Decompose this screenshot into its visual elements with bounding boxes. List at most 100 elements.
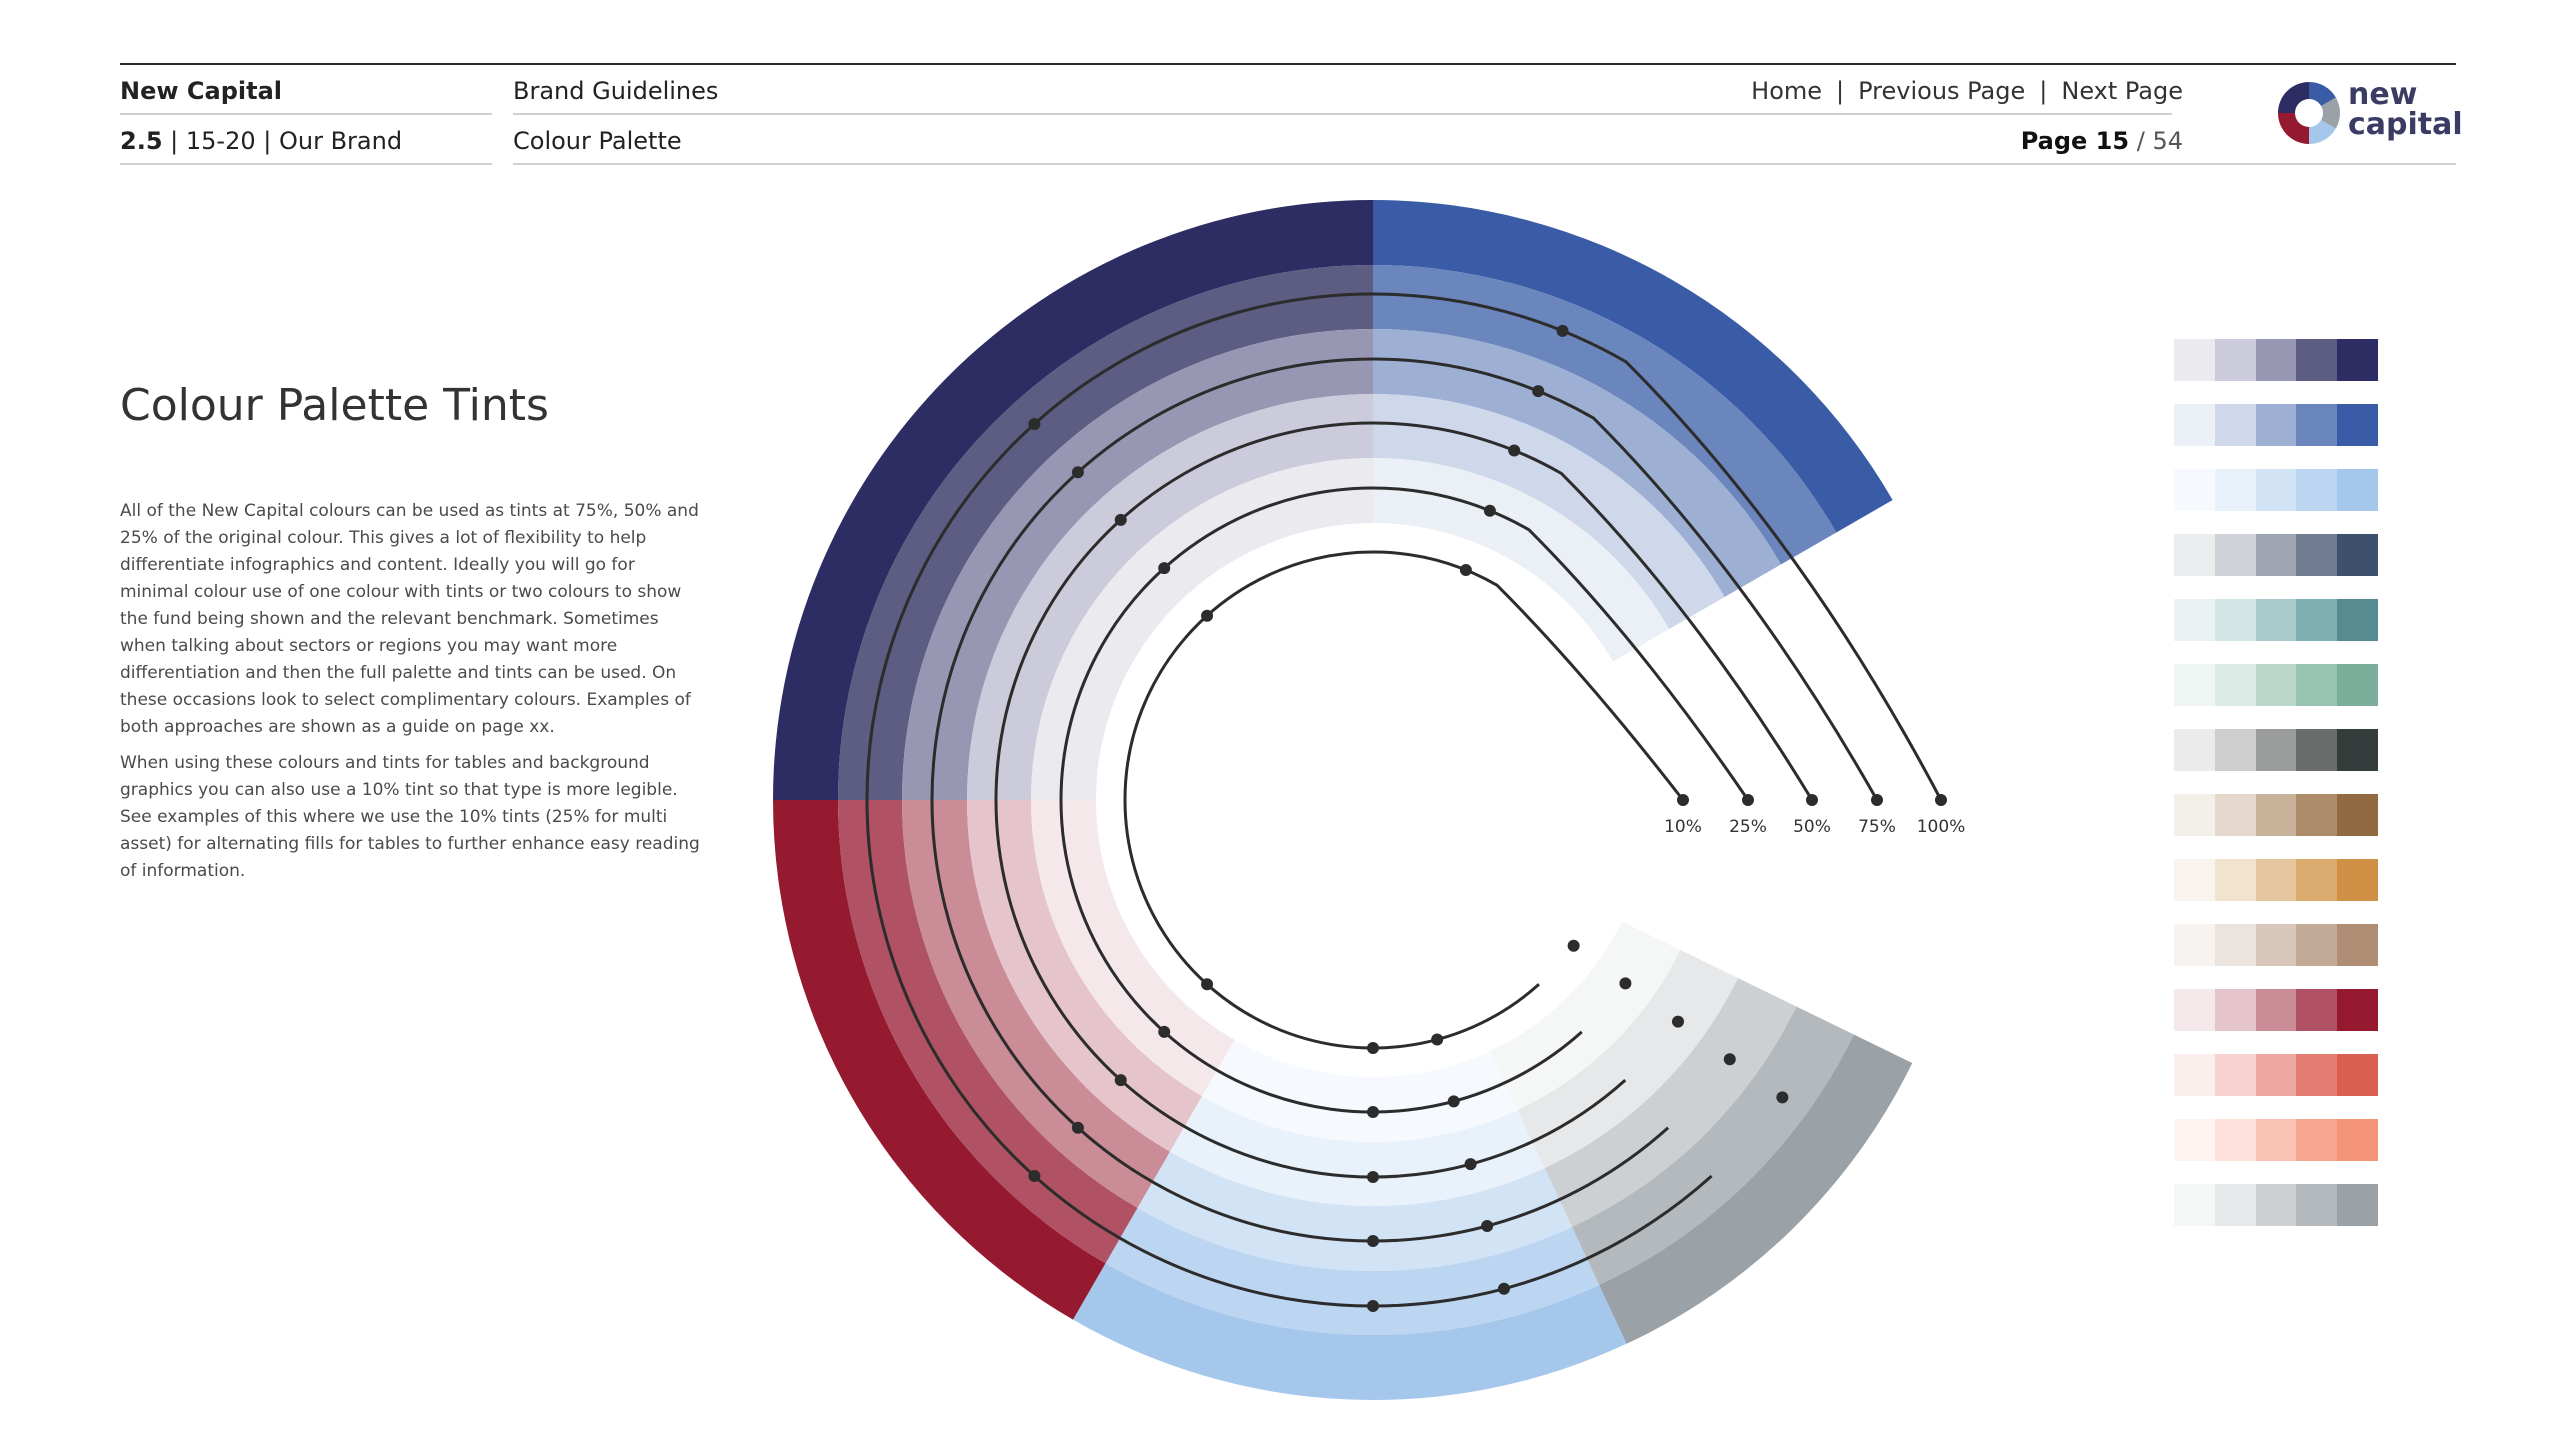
colour-swatch xyxy=(2337,794,2378,836)
colour-swatch xyxy=(2296,794,2338,836)
colour-swatch xyxy=(2174,1119,2215,1161)
swatch-row xyxy=(2174,1119,2378,1161)
page-title: Colour Palette Tints xyxy=(120,380,549,431)
previous-page-link[interactable]: Previous Page xyxy=(1858,77,2026,105)
tint-arc-dot xyxy=(1723,1053,1736,1066)
wheel-band-red-0 xyxy=(773,800,1106,1320)
colour-swatch xyxy=(2255,1054,2297,1096)
section-breadcrumb: 2.5 | 15-20 | Our Brand xyxy=(120,126,402,156)
tint-usage-paragraph: When using these colours and tints for t… xyxy=(120,753,700,881)
colour-swatch xyxy=(2214,1054,2256,1096)
wheel-rings xyxy=(773,200,1913,1400)
tint-arc-dot xyxy=(1367,1171,1379,1183)
colour-swatch xyxy=(2174,339,2215,381)
tint-arc-end-dot xyxy=(1806,794,1818,806)
colour-swatch xyxy=(2337,339,2378,381)
tint-label: 100% xyxy=(1917,817,1966,837)
swatch-row xyxy=(2174,664,2378,706)
brand-name: New Capital xyxy=(120,77,282,105)
colour-swatch xyxy=(2214,794,2256,836)
colour-swatch xyxy=(2255,404,2297,446)
tint-arc-dot xyxy=(1671,1015,1684,1028)
tint-arc-dot xyxy=(1071,1121,1084,1134)
colour-swatch xyxy=(2337,729,2378,771)
colour-swatch xyxy=(2255,989,2297,1031)
tint-arc-dot xyxy=(1028,1170,1041,1183)
colour-swatch xyxy=(2174,924,2215,966)
swatch-row xyxy=(2174,339,2378,381)
section-name: Our Brand xyxy=(278,127,403,155)
colour-swatch xyxy=(2214,339,2256,381)
tint-arc-dot xyxy=(1201,978,1214,991)
colour-swatch xyxy=(2337,599,2378,641)
colour-swatch xyxy=(2255,859,2297,901)
wheel-band-grey-3 xyxy=(1517,949,1738,1168)
colour-swatch xyxy=(2296,989,2338,1031)
tint-arc-top xyxy=(1123,550,1685,801)
tint-arc-bottom xyxy=(930,799,1670,1243)
wheel-band-sky-1 xyxy=(1105,1207,1600,1336)
tint-arc-dot xyxy=(1367,1106,1379,1118)
logo-word-new: new xyxy=(2348,77,2418,112)
colour-swatch xyxy=(2296,1184,2338,1226)
document-title: Brand Guidelines xyxy=(513,77,719,105)
wheel-band-grey-1 xyxy=(1572,1006,1854,1285)
logo-wordmark: new capital xyxy=(2348,80,2463,140)
breadcrumb-separator: | xyxy=(170,127,186,155)
colour-swatch xyxy=(2255,469,2297,511)
tint-arc-end-dot xyxy=(1935,794,1947,806)
tint-arc-dot xyxy=(1464,1158,1477,1171)
swatch-row xyxy=(2174,534,2378,576)
colour-swatch xyxy=(2174,404,2215,446)
colour-swatch xyxy=(2296,404,2338,446)
tint-arc-dot xyxy=(1028,417,1041,430)
tint-arc-dot xyxy=(1367,1235,1379,1247)
colour-swatch xyxy=(2296,1054,2338,1096)
tint-arc-dot xyxy=(1459,564,1472,577)
tint-arc-dot xyxy=(1158,562,1171,575)
tint-arc-end-dot xyxy=(1677,794,1689,806)
colour-swatch xyxy=(2296,339,2338,381)
colour-swatch xyxy=(2174,469,2215,511)
tint-arc-dot xyxy=(1567,939,1580,952)
header-rule-left-2 xyxy=(120,163,492,165)
tint-arc-end-dot xyxy=(1871,794,1883,806)
page-current: Page 15 xyxy=(2020,127,2130,155)
wheel-band-grey-2 xyxy=(1544,977,1797,1227)
section-pages: 15-20 xyxy=(185,127,256,155)
colour-swatch xyxy=(2174,1184,2215,1226)
tint-arc-dot xyxy=(1367,1300,1379,1312)
colour-swatch xyxy=(2296,859,2338,901)
page-separator: / xyxy=(2136,127,2145,155)
header-rule-mid-1 xyxy=(513,113,2172,115)
logo-mark-icon xyxy=(2278,82,2340,144)
colour-swatch xyxy=(2296,1119,2338,1161)
tint-arc-top xyxy=(994,421,1814,801)
swatch-row xyxy=(2174,469,2378,511)
intro-paragraph: All of the New Capital colours can be us… xyxy=(120,501,699,737)
colour-swatch xyxy=(2337,469,2378,511)
nav-separator: | xyxy=(2039,77,2048,105)
colour-swatch xyxy=(2337,989,2378,1031)
nav-separator: | xyxy=(1836,77,1845,105)
swatch-row xyxy=(2174,1054,2378,1096)
colour-swatch xyxy=(2337,859,2378,901)
colour-swatch xyxy=(2174,1054,2215,1096)
tint-label: 10% xyxy=(1664,817,1702,837)
home-link[interactable]: Home xyxy=(1751,77,1823,105)
tint-arc-top xyxy=(1059,486,1750,801)
tint-arc-dot xyxy=(1532,385,1545,398)
colour-swatch xyxy=(2174,664,2215,706)
tint-arc-dot xyxy=(1508,444,1521,457)
colour-swatch xyxy=(2174,729,2215,771)
tint-arc-dot xyxy=(1776,1091,1789,1104)
next-page-link[interactable]: Next Page xyxy=(2061,77,2183,105)
swatch-row xyxy=(2174,404,2378,446)
tint-arc-dot xyxy=(1158,1025,1171,1038)
tint-arc-dot xyxy=(1619,977,1632,990)
colour-swatch xyxy=(2296,469,2338,511)
new-capital-logo[interactable]: new capital xyxy=(2276,80,2463,146)
tint-swatch-grid xyxy=(2174,339,2378,1249)
tint-arc-dot xyxy=(1114,1074,1127,1087)
wheel-band-sky-2 xyxy=(1137,1151,1573,1271)
